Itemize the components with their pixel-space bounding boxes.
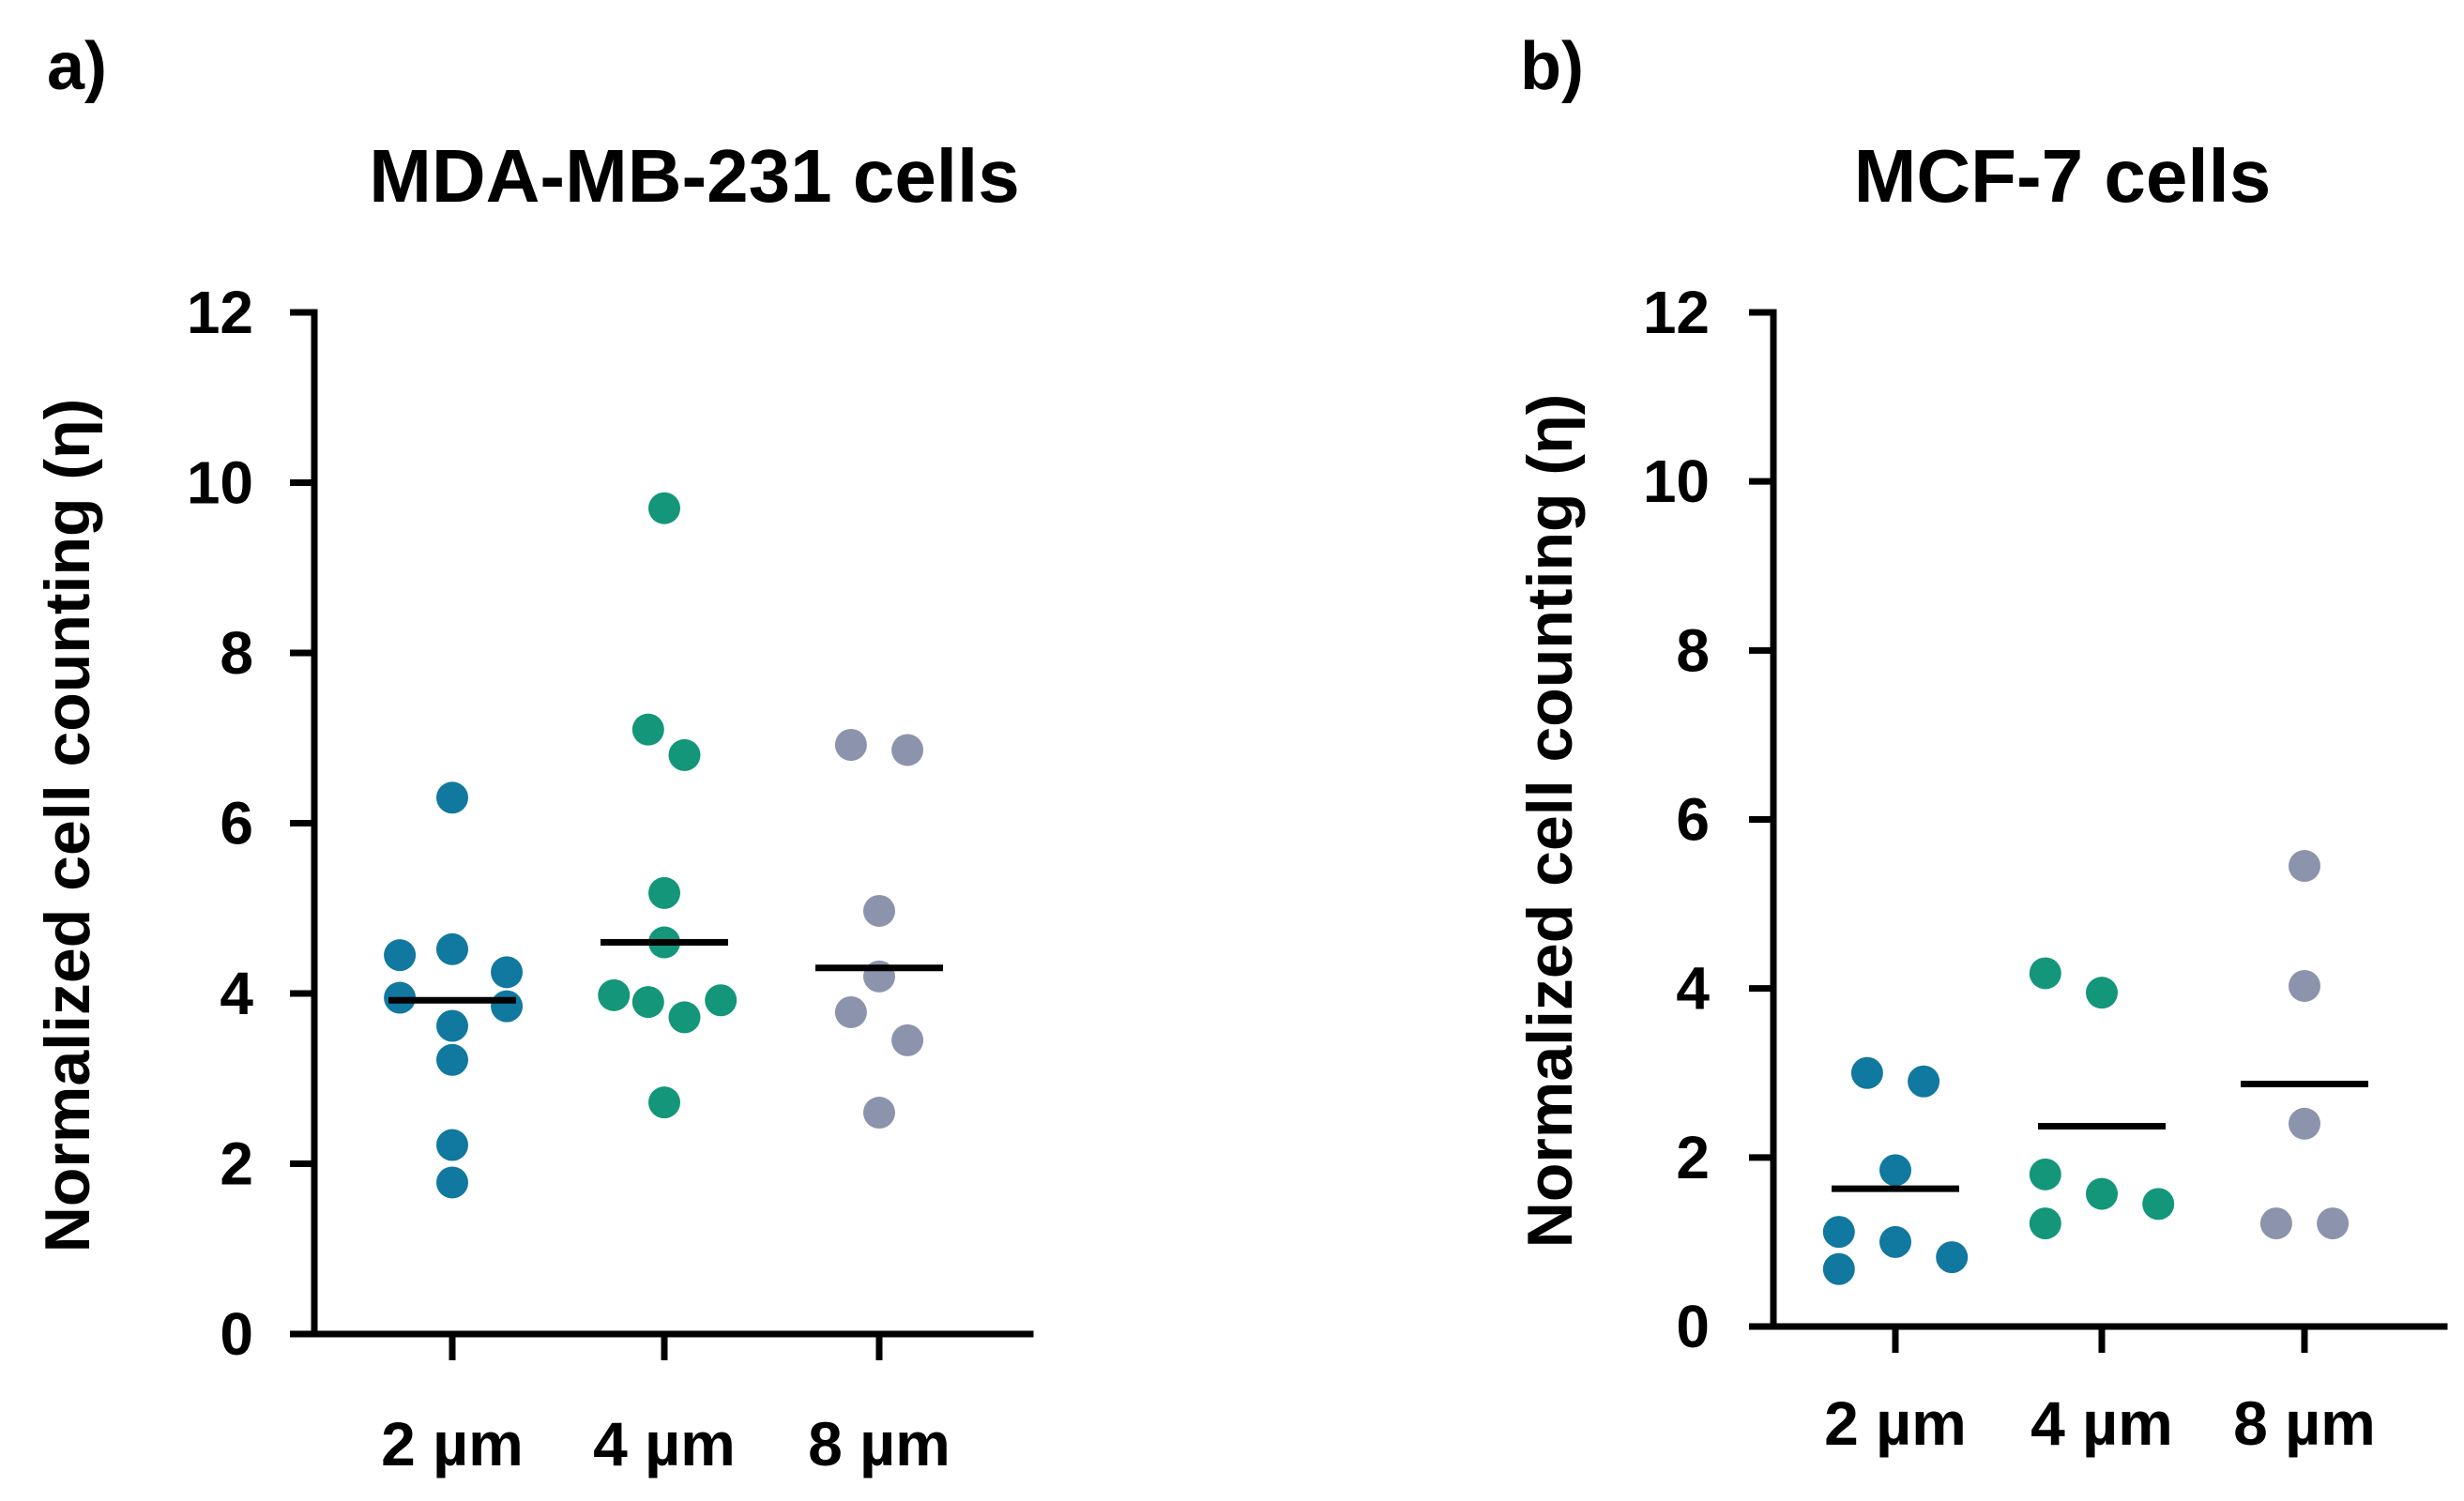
chart-title: MDA-MB-231 cells	[369, 134, 1020, 218]
y-tick-label: 2	[220, 1130, 253, 1198]
series-group	[384, 781, 524, 1199]
data-point	[2289, 1107, 2320, 1140]
data-point	[384, 939, 417, 972]
data-point	[648, 1086, 680, 1119]
x-tick-label: 2 µm	[1824, 1388, 1967, 1458]
data-point	[2086, 1177, 2118, 1210]
data-point	[2029, 957, 2061, 990]
y-tick-label: 0	[220, 1300, 253, 1368]
y-tick-label: 6	[220, 790, 253, 857]
data-point	[631, 713, 664, 746]
data-point	[491, 956, 524, 989]
y-tick-label: 4	[1676, 955, 1710, 1023]
data-point	[1879, 1154, 1911, 1187]
data-point	[705, 984, 738, 1017]
data-point	[436, 1043, 468, 1076]
data-point	[2289, 850, 2320, 883]
y-tick-label: 10	[1643, 447, 1710, 515]
y-tick-label: 12	[1643, 279, 1710, 346]
data-point	[436, 1129, 468, 1161]
data-point	[436, 1009, 468, 1042]
data-point	[1908, 1065, 1940, 1098]
data-point	[436, 1166, 468, 1199]
data-point	[598, 978, 631, 1011]
y-tick-label: 4	[220, 960, 253, 1027]
panel-label: b)	[1520, 29, 1584, 104]
data-point	[891, 734, 924, 766]
data-point	[834, 995, 867, 1028]
data-point	[863, 894, 895, 927]
data-point	[2289, 969, 2320, 1002]
data-point	[1850, 1056, 1883, 1089]
data-point	[2029, 1158, 2061, 1190]
data-point	[648, 876, 680, 909]
data-point	[491, 990, 524, 1023]
x-tick-label: 4 µm	[2031, 1388, 2173, 1458]
y-tick-label: 8	[220, 619, 253, 687]
y-axis-label: Normalized cell counting (η)	[32, 399, 103, 1253]
y-tick-label: 8	[1676, 616, 1710, 684]
data-point	[1822, 1216, 1855, 1249]
x-tick-label: 4 µm	[593, 1409, 736, 1478]
data-point	[668, 738, 701, 771]
data-point	[2086, 977, 2118, 1009]
x-tick-label: 8 µm	[808, 1409, 951, 1478]
series-group	[598, 492, 738, 1119]
data-point	[2317, 1207, 2350, 1240]
y-tick-label: 12	[187, 279, 253, 346]
data-point	[2259, 1207, 2292, 1240]
y-axis-label: Normalized cell counting (η)	[1514, 394, 1586, 1249]
panel-a: a) MDA-MB-231 cells Normalized cell counti…	[32, 29, 1034, 1478]
data-point	[436, 932, 468, 965]
data-point	[1879, 1225, 1911, 1258]
data-point	[891, 1023, 924, 1056]
x-tick-label: 8 µm	[2233, 1388, 2376, 1458]
series-group	[815, 729, 943, 1130]
data-point	[648, 492, 680, 524]
series-group	[2029, 957, 2175, 1240]
data-point	[631, 986, 664, 1019]
data-point	[863, 1097, 895, 1130]
y-tick-label: 0	[1676, 1293, 1710, 1360]
panel-b: b) MCF-7 cells Normalized cell counting (η…	[1514, 29, 2448, 1458]
data-point	[1822, 1252, 1855, 1285]
data-point	[436, 781, 468, 814]
data-point	[2029, 1207, 2061, 1240]
y-tick-label: 10	[187, 449, 253, 517]
chart-title: MCF-7 cells	[1854, 134, 2272, 218]
data-point	[834, 729, 867, 762]
y-tick-label: 2	[1676, 1124, 1710, 1191]
data-point	[668, 1001, 701, 1034]
x-tick-label: 2 µm	[381, 1409, 524, 1478]
panel-label: a)	[47, 29, 107, 104]
data-point	[2142, 1188, 2175, 1221]
data-point	[1936, 1241, 1969, 1274]
y-tick-label: 6	[1676, 786, 1710, 854]
series-group	[2241, 850, 2368, 1240]
series-group	[1822, 1056, 1969, 1285]
